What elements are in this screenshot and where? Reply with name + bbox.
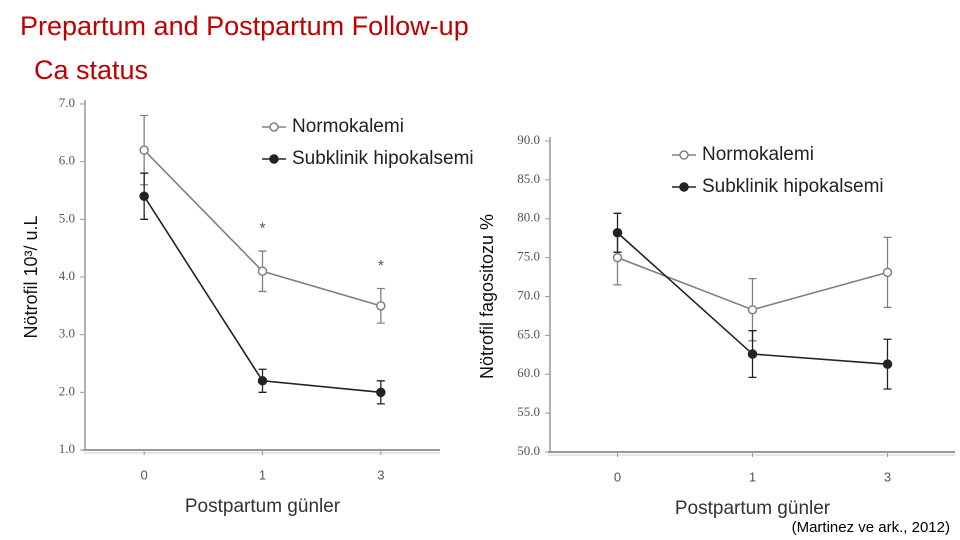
point [376,387,386,398]
y-axis-label: Nötrofil 10³/ u.L [21,215,41,338]
legend-label: Subklinik hipokalsemi [702,176,884,197]
y-tick-label: 80.0 [517,210,540,225]
y-tick-label: 55.0 [517,404,540,419]
annotation: * [259,220,265,237]
y-tick-label: 65.0 [517,326,540,341]
x-tick-label: 0 [614,469,621,484]
point [139,145,149,155]
point [612,227,623,238]
y-tick-label: 2.0 [59,383,75,398]
y-tick-label: 85.0 [517,171,540,186]
y-tick-label: 5.0 [59,210,75,225]
y-tick-label: 90.0 [517,132,540,147]
legend-label: Normokalemi [292,116,404,137]
y-tick-label: 75.0 [517,249,540,264]
annotation: * [378,258,384,275]
slide-subtitle: Ca status [34,55,148,85]
legend-marker [269,122,279,132]
point [747,304,758,315]
legend-marker [269,154,279,164]
x-axis-label: Postpartum günler [185,496,341,517]
y-tick-label: 7.0 [59,95,75,110]
y-tick-label: 4.0 [59,268,75,283]
x-tick-label: 3 [884,469,891,484]
y-axis-label: Nötrofil fagositozu % [477,214,497,379]
y-tick-label: 6.0 [59,153,75,168]
legend-marker [679,182,689,192]
point [882,359,893,369]
y-tick-label: 60.0 [517,365,540,380]
point [882,267,893,278]
x-tick-label: 3 [377,467,384,482]
legend-marker [679,150,689,160]
point [257,266,268,276]
y-tick-label: 1.0 [59,441,75,456]
point [747,349,758,359]
point [257,376,268,386]
x-tick-label: 1 [259,467,266,482]
point [139,191,149,202]
point [376,301,386,311]
x-tick-label: 1 [749,469,756,484]
y-tick-label: 50.0 [517,443,540,458]
slide-title: Prepartum and Postpartum Follow-up [20,11,469,41]
legend-label: Subklinik hipokalsemi [292,148,474,169]
point [612,252,623,263]
x-tick-label: 0 [141,467,148,482]
y-tick-label: 3.0 [59,326,75,341]
y-tick-label: 70.0 [517,287,540,302]
legend-label: Normokalemi [702,144,814,165]
x-axis-label: Postpartum günler [675,498,831,519]
citation: (Martinez ve ark., 2012) [792,519,950,536]
